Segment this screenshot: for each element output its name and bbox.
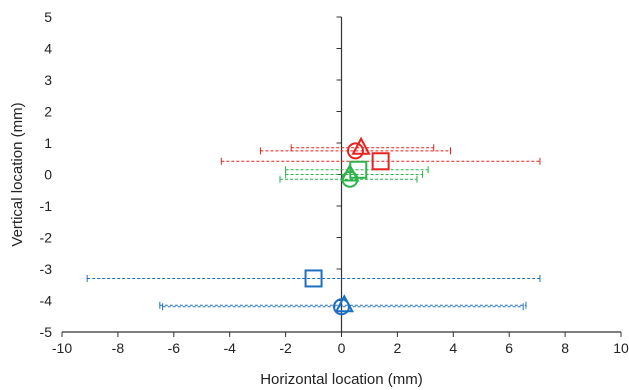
y-tick-label: 4 bbox=[44, 41, 52, 57]
x-tick-label: 6 bbox=[505, 340, 513, 356]
markers bbox=[304, 136, 390, 316]
triangle-marker bbox=[351, 136, 371, 155]
y-tick-label: -1 bbox=[40, 198, 53, 214]
y-tick-label: 2 bbox=[44, 104, 52, 120]
x-tick-label: 10 bbox=[613, 340, 629, 356]
y-tick-label: -2 bbox=[40, 230, 53, 246]
square-marker bbox=[304, 269, 323, 288]
x-tick-label: -4 bbox=[223, 340, 236, 356]
y-tick-label: 5 bbox=[44, 9, 52, 25]
x-tick-label: -2 bbox=[279, 340, 292, 356]
y-axis-title: Vertical location (mm) bbox=[9, 102, 26, 246]
y-tick-label: -5 bbox=[40, 324, 53, 340]
x-tick-label: -10 bbox=[52, 340, 72, 356]
y-tick-label: 1 bbox=[44, 135, 52, 151]
square-marker bbox=[349, 160, 368, 179]
y-tick-label: -4 bbox=[40, 293, 53, 309]
circle-marker bbox=[333, 298, 350, 316]
circle-marker bbox=[341, 170, 359, 188]
x-tick-label: -8 bbox=[112, 340, 125, 356]
y-tick-label: -3 bbox=[40, 261, 53, 277]
x-axis-title: Horizontal location (mm) bbox=[260, 371, 423, 388]
x-tick-label: 0 bbox=[338, 340, 346, 356]
error-bars bbox=[86, 144, 541, 311]
x-tick-label: 4 bbox=[449, 340, 457, 356]
triangle-marker bbox=[334, 294, 354, 313]
y-tick-label: 3 bbox=[44, 72, 52, 88]
x-tick-label: 2 bbox=[394, 340, 402, 356]
square-marker bbox=[371, 152, 390, 171]
circle-marker bbox=[346, 142, 364, 160]
x-tick-label: 8 bbox=[561, 340, 569, 356]
x-tick-label: -6 bbox=[168, 340, 181, 356]
y-tick-label: 0 bbox=[44, 167, 52, 183]
